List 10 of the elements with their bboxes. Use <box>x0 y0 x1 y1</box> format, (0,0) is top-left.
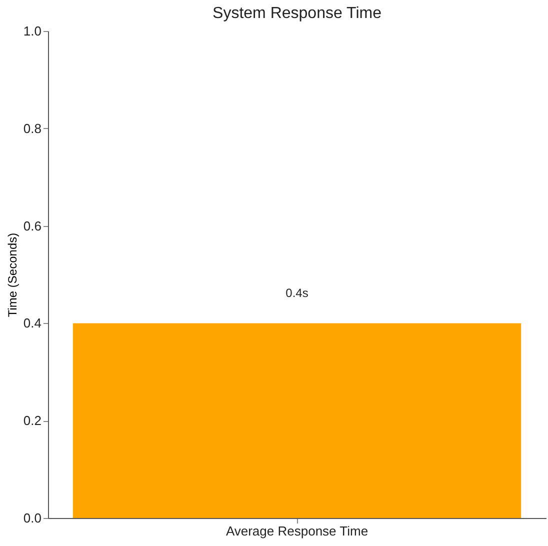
y-tick-label: 0.4 <box>23 316 42 331</box>
y-tick-label: 0.2 <box>23 413 42 428</box>
y-tick-label: 1.0 <box>23 24 42 38</box>
y-tick-label: 0.6 <box>23 218 42 234</box>
chart-title: System Response Time <box>212 5 382 22</box>
y-tick-label: 0.8 <box>23 120 42 136</box>
y-tick-label: 0.0 <box>23 510 42 526</box>
data-label: 0.4s <box>286 286 308 300</box>
y-axis-title: Time (Seconds) <box>5 232 20 318</box>
x-tick-label: Average Response Time <box>226 524 368 538</box>
